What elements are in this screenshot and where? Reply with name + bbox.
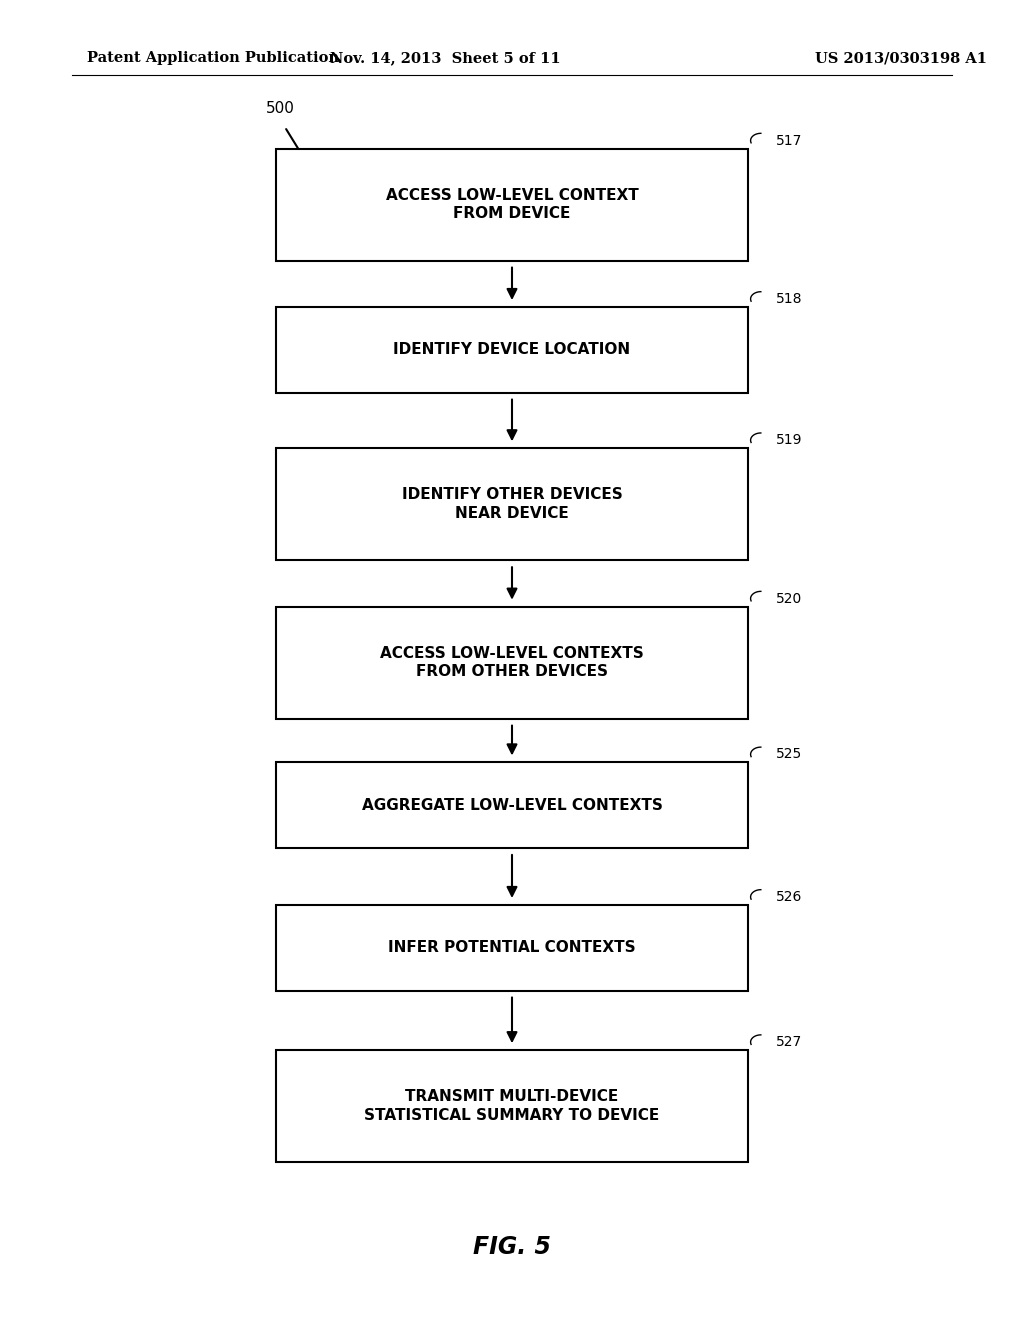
- Text: 500: 500: [266, 102, 295, 116]
- Text: 526: 526: [776, 890, 803, 904]
- Bar: [276, 762, 748, 847]
- Text: ACCESS LOW-LEVEL CONTEXTS
FROM OTHER DEVICES: ACCESS LOW-LEVEL CONTEXTS FROM OTHER DEV…: [380, 645, 644, 680]
- Bar: [276, 149, 748, 261]
- Text: 525: 525: [776, 747, 803, 762]
- Text: Nov. 14, 2013  Sheet 5 of 11: Nov. 14, 2013 Sheet 5 of 11: [330, 51, 561, 65]
- Bar: [276, 906, 748, 990]
- Text: 519: 519: [776, 433, 803, 447]
- Text: ACCESS LOW-LEVEL CONTEXT
FROM DEVICE: ACCESS LOW-LEVEL CONTEXT FROM DEVICE: [386, 187, 638, 222]
- Bar: [276, 306, 748, 393]
- Text: AGGREGATE LOW-LEVEL CONTEXTS: AGGREGATE LOW-LEVEL CONTEXTS: [361, 797, 663, 813]
- Text: IDENTIFY DEVICE LOCATION: IDENTIFY DEVICE LOCATION: [393, 342, 631, 358]
- Bar: [276, 1051, 748, 1163]
- Text: IDENTIFY OTHER DEVICES
NEAR DEVICE: IDENTIFY OTHER DEVICES NEAR DEVICE: [401, 487, 623, 521]
- Text: TRANSMIT MULTI-DEVICE
STATISTICAL SUMMARY TO DEVICE: TRANSMIT MULTI-DEVICE STATISTICAL SUMMAR…: [365, 1089, 659, 1123]
- Text: 527: 527: [776, 1035, 803, 1049]
- Text: Patent Application Publication: Patent Application Publication: [87, 51, 339, 65]
- Text: INFER POTENTIAL CONTEXTS: INFER POTENTIAL CONTEXTS: [388, 940, 636, 956]
- Text: 517: 517: [776, 133, 803, 148]
- Text: 518: 518: [776, 292, 803, 306]
- Bar: [276, 449, 748, 560]
- Text: 520: 520: [776, 591, 803, 606]
- Text: FIG. 5: FIG. 5: [473, 1236, 551, 1259]
- Bar: [276, 607, 748, 718]
- Text: US 2013/0303198 A1: US 2013/0303198 A1: [815, 51, 987, 65]
